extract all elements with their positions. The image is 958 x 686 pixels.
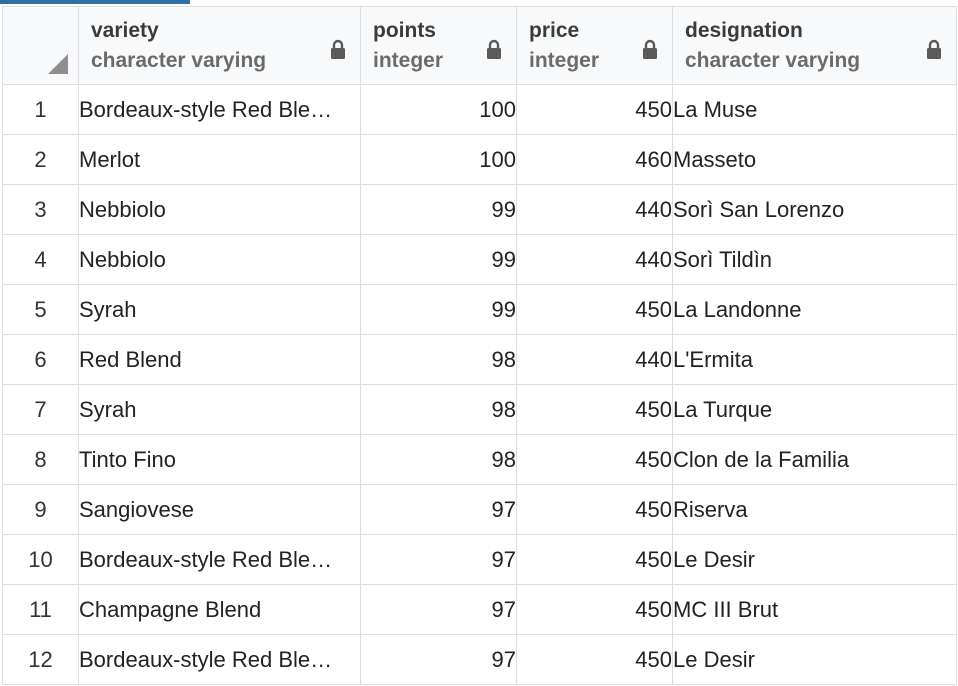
- cell-variety[interactable]: Tinto Fino: [78, 434, 361, 485]
- cell-variety[interactable]: Bordeaux-style Red Ble…: [78, 534, 361, 585]
- row-number[interactable]: 6: [2, 334, 79, 385]
- table-row: 8 Tinto Fino 98 450 Clon de la Familia: [2, 434, 957, 485]
- cell-variety[interactable]: Nebbiolo: [78, 234, 361, 285]
- column-header-points[interactable]: points integer: [360, 6, 517, 85]
- cell-price[interactable]: 450: [516, 634, 673, 685]
- cell-variety[interactable]: Champagne Blend: [78, 584, 361, 635]
- cell-price[interactable]: 450: [516, 284, 673, 335]
- active-tab-indicator: [0, 0, 190, 4]
- cell-designation[interactable]: La Turque: [672, 384, 957, 435]
- cell-points[interactable]: 97: [360, 534, 517, 585]
- column-type: character varying: [91, 49, 267, 72]
- table-row: 1 Bordeaux-style Red Ble… 100 450 La Mus…: [2, 84, 957, 135]
- row-number[interactable]: 8: [2, 434, 79, 485]
- cell-points[interactable]: 100: [360, 134, 517, 185]
- cell-designation[interactable]: La Muse: [672, 84, 957, 135]
- cell-designation[interactable]: Le Desir: [672, 534, 957, 585]
- cell-points[interactable]: 99: [360, 284, 517, 335]
- column-type: character varying: [685, 49, 861, 72]
- cell-designation[interactable]: La Landonne: [672, 284, 957, 335]
- cell-points[interactable]: 97: [360, 584, 517, 635]
- column-name: price: [529, 19, 580, 42]
- cell-variety[interactable]: Merlot: [78, 134, 361, 185]
- cell-points[interactable]: 99: [360, 184, 517, 235]
- cell-price[interactable]: 460: [516, 134, 673, 185]
- cell-variety[interactable]: Sangiovese: [78, 484, 361, 535]
- cell-designation[interactable]: Clon de la Familia: [672, 434, 957, 485]
- table-row: 6 Red Blend 98 440 L'Ermita: [2, 334, 957, 385]
- cell-price[interactable]: 440: [516, 334, 673, 385]
- table-row: 11 Champagne Blend 97 450 MC III Brut: [2, 584, 957, 635]
- column-type: integer: [529, 49, 600, 72]
- cell-price[interactable]: 450: [516, 434, 673, 485]
- cell-points[interactable]: 98: [360, 334, 517, 385]
- row-number[interactable]: 4: [2, 234, 79, 285]
- cell-price[interactable]: 450: [516, 384, 673, 435]
- row-number[interactable]: 9: [2, 484, 79, 535]
- cell-points[interactable]: 100: [360, 84, 517, 135]
- cell-designation[interactable]: Le Desir: [672, 634, 957, 685]
- column-name: designation: [685, 19, 803, 42]
- cell-variety[interactable]: Bordeaux-style Red Ble…: [78, 84, 361, 135]
- row-number[interactable]: 11: [2, 584, 79, 635]
- cell-price[interactable]: 440: [516, 234, 673, 285]
- cell-designation[interactable]: L'Ermita: [672, 334, 957, 385]
- lock-icon: [643, 39, 657, 59]
- row-number[interactable]: 2: [2, 134, 79, 185]
- column-name: points: [373, 19, 436, 42]
- column-header-price[interactable]: price integer: [516, 6, 673, 85]
- row-number[interactable]: 12: [2, 634, 79, 685]
- cell-price[interactable]: 450: [516, 534, 673, 585]
- cell-designation[interactable]: Sorì Tildìn: [672, 234, 957, 285]
- cell-designation[interactable]: Sorì San Lorenzo: [672, 184, 957, 235]
- row-number[interactable]: 10: [2, 534, 79, 585]
- cell-designation[interactable]: Masseto: [672, 134, 957, 185]
- cell-variety[interactable]: Syrah: [78, 284, 361, 335]
- header-row: variety character varying points integer…: [2, 6, 957, 85]
- select-all-corner[interactable]: [2, 6, 79, 85]
- table-row: 7 Syrah 98 450 La Turque: [2, 384, 957, 435]
- query-results-grid: variety character varying points integer…: [2, 6, 957, 685]
- cell-variety[interactable]: Red Blend: [78, 334, 361, 385]
- column-header-designation[interactable]: designation character varying: [672, 6, 957, 85]
- lock-icon: [927, 39, 941, 59]
- table-row: 4 Nebbiolo 99 440 Sorì Tildìn: [2, 234, 957, 285]
- cell-points[interactable]: 97: [360, 634, 517, 685]
- cell-points[interactable]: 97: [360, 484, 517, 535]
- row-number[interactable]: 7: [2, 384, 79, 435]
- cell-designation[interactable]: MC III Brut: [672, 584, 957, 635]
- row-number[interactable]: 5: [2, 284, 79, 335]
- table-row: 3 Nebbiolo 99 440 Sorì San Lorenzo: [2, 184, 957, 235]
- cell-variety[interactable]: Bordeaux-style Red Ble…: [78, 634, 361, 685]
- lock-icon: [487, 39, 501, 59]
- table-row: 5 Syrah 99 450 La Landonne: [2, 284, 957, 335]
- cell-points[interactable]: 98: [360, 384, 517, 435]
- row-number[interactable]: 3: [2, 184, 79, 235]
- column-type: integer: [373, 49, 444, 72]
- select-all-triangle-icon: [48, 54, 68, 74]
- lock-icon: [331, 39, 345, 59]
- cell-price[interactable]: 440: [516, 184, 673, 235]
- cell-points[interactable]: 99: [360, 234, 517, 285]
- column-header-variety[interactable]: variety character varying: [78, 6, 361, 85]
- cell-price[interactable]: 450: [516, 84, 673, 135]
- cell-variety[interactable]: Nebbiolo: [78, 184, 361, 235]
- table-row: 12 Bordeaux-style Red Ble… 97 450 Le Des…: [2, 634, 957, 685]
- row-number[interactable]: 1: [2, 84, 79, 135]
- cell-designation[interactable]: Riserva: [672, 484, 957, 535]
- table-row: 9 Sangiovese 97 450 Riserva: [2, 484, 957, 535]
- table-row: 2 Merlot 100 460 Masseto: [2, 134, 957, 185]
- cell-variety[interactable]: Syrah: [78, 384, 361, 435]
- cell-price[interactable]: 450: [516, 484, 673, 535]
- cell-points[interactable]: 98: [360, 434, 517, 485]
- cell-price[interactable]: 450: [516, 584, 673, 635]
- column-name: variety: [91, 19, 159, 42]
- table-row: 10 Bordeaux-style Red Ble… 97 450 Le Des…: [2, 534, 957, 585]
